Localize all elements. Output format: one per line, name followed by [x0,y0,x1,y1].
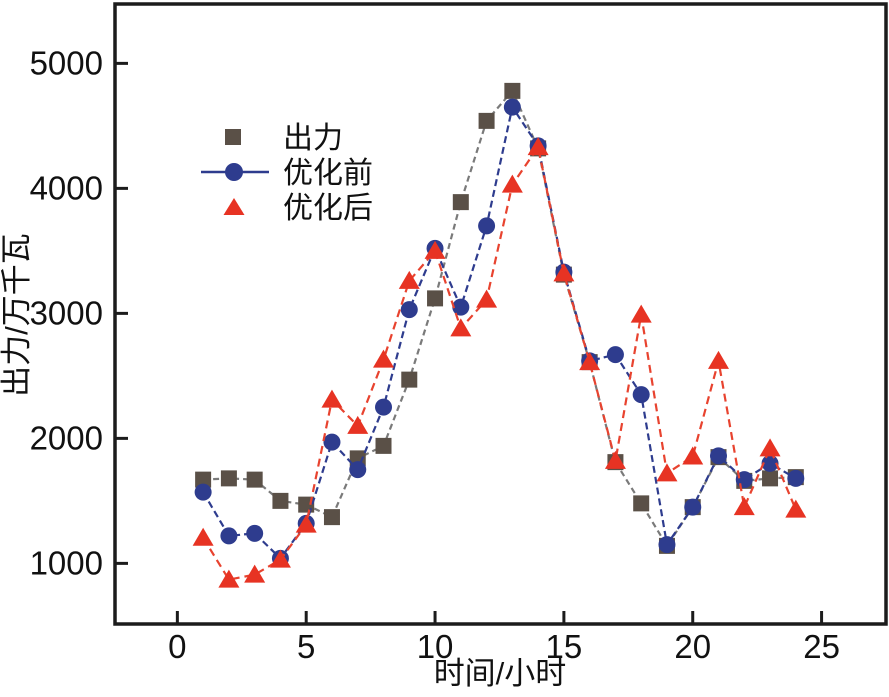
series-0-point-8 [375,437,392,454]
legend-label-before-optimization: 优化前 [283,157,373,190]
x-tick-label: 20 [674,628,711,665]
series-1-point-12 [478,217,496,235]
x-tick-label: 10 [417,628,454,665]
series-1-point-19 [658,536,676,554]
series-2-point-1 [192,527,214,546]
x-axis-ticks: 0 5 10 15 20 25 [168,611,840,665]
series-1-point-8 [375,398,393,416]
series-1-point-3 [246,524,264,542]
x-tick-label: 15 [546,628,583,665]
series-0-point-23 [762,470,779,487]
series-0-point-4 [272,492,289,509]
series-2-point-7 [347,415,369,434]
series-0-point-11 [452,194,469,211]
series-1-point-18 [632,386,650,404]
series-0-point-2 [220,470,237,487]
legend-triangle-marker-icon [223,198,245,215]
series-1-point-24 [787,469,805,487]
x-tick-label: 0 [168,628,186,665]
series-0-point-6 [323,509,340,526]
y-axis-title: 出力/万千瓦 [0,233,34,397]
y-tick-label: 2000 [30,419,103,456]
series-1-point-1 [194,483,212,501]
series-1-point-9 [400,301,418,319]
series-2-point-21 [708,350,730,369]
series-2-point-23 [759,438,781,457]
series-2-point-9 [398,270,420,289]
series-2-point-6 [321,389,343,408]
legend-label-after-optimization: 优化后 [283,192,373,225]
series-2-point-10 [424,240,446,259]
y-tick-label: 5000 [30,44,103,81]
series-2-point-3 [244,564,266,583]
series-2-point-12 [476,289,498,308]
series-2-line [202,144,797,581]
series-1-point-17 [606,346,624,364]
series-0-point-13 [504,82,521,99]
series-2-point-14 [527,137,549,156]
series-2-point-8 [373,349,395,368]
series-1-point-11 [452,298,470,316]
series-1-point-7 [349,461,367,479]
x-tick-label: 25 [803,628,840,665]
legend: 出力 优化前 优化后 [201,122,373,225]
y-axis-ticks: 1000 2000 3000 4000 5000 [30,44,128,581]
y-tick-label: 3000 [30,294,103,331]
x-tick-label: 5 [297,628,315,665]
series-2-point-24 [785,499,807,518]
series-1-point-6 [323,433,341,451]
series-2-point-5 [295,514,317,533]
plot-frame [113,2,888,626]
legend-square-marker-icon [225,129,241,145]
series-1-point-21 [710,447,728,465]
series-2-point-13 [501,174,523,193]
series-1-point-23 [761,454,779,472]
series-2-point-4 [269,549,291,568]
series-1-point-2 [220,527,238,545]
series-0-point-10 [427,290,444,307]
series-0-point-3 [246,471,263,488]
series-1-point-20 [684,498,702,516]
series-1-point-13 [503,98,521,116]
legend-circle-marker-icon [225,163,243,181]
legend-label-output: 出力 [283,122,343,155]
series-2-point-19 [656,463,678,482]
x-axis-title: 时间/小时 [434,656,567,691]
series-2-point-2 [218,569,240,588]
y-tick-label: 4000 [30,169,103,206]
series-2-point-17 [604,450,626,469]
series-2-point-16 [579,352,601,371]
series-2-point-22 [733,497,755,516]
series-2-point-15 [553,263,575,282]
series-2-point-11 [450,318,472,337]
series-2-point-18 [630,304,652,323]
series-2-point-20 [682,446,704,465]
series-0-point-1 [195,471,212,488]
series-0-point-12 [478,112,495,129]
data-series [192,82,807,588]
y-tick-label: 1000 [30,544,103,581]
series-0-point-9 [401,371,418,388]
series-0-point-18 [633,495,650,512]
